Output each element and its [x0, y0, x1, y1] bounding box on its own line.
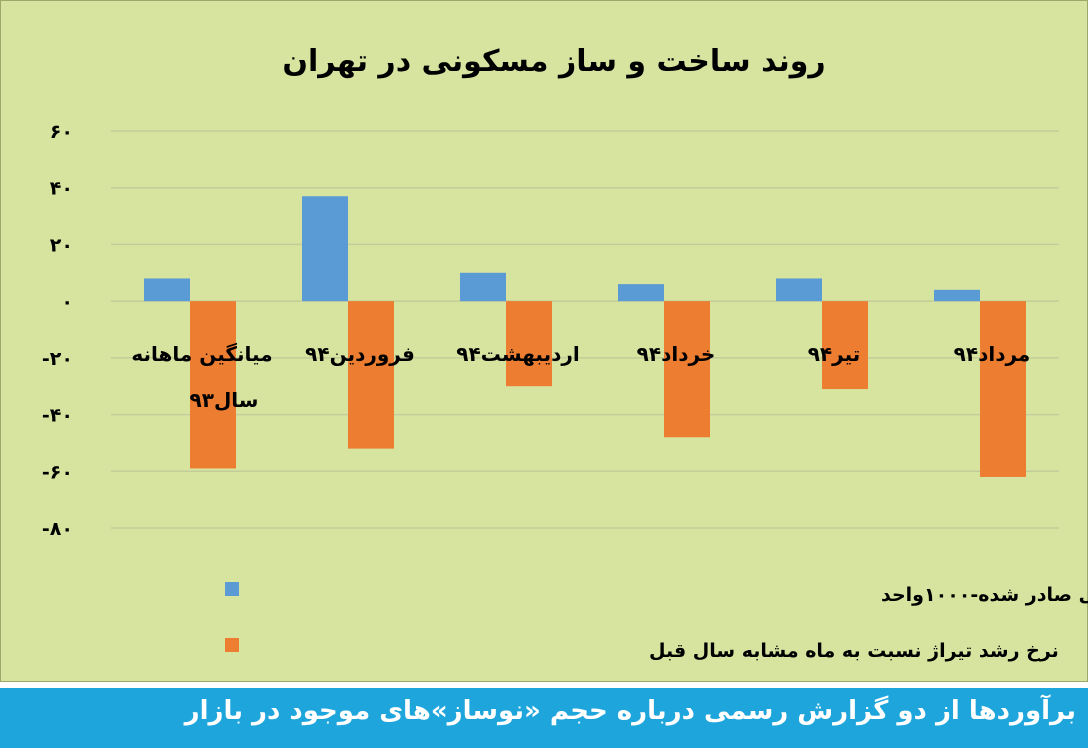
- y-tick-label: -۴۰: [42, 405, 73, 427]
- bar-growth-0: [190, 301, 236, 469]
- category-label: مرداد۹۴: [954, 342, 1031, 366]
- category-label: خرداد۹۴: [637, 342, 716, 366]
- y-tick-label: ۰: [61, 291, 73, 313]
- bar-chart: روند ساخت و ساز مسکونی در تهران ۶۰ ۴۰ ۲۰ ۰ -…: [42, 44, 1088, 662]
- bar-units-0: [144, 278, 190, 302]
- caption-banner: برآوردها از دو گزارش رسمی درباره حجم «نو…: [0, 688, 1088, 748]
- y-tick-label: ۴۰: [50, 178, 73, 200]
- bar-growth-3: [664, 301, 710, 438]
- bar-units-3: [618, 284, 664, 302]
- bar-units-2: [460, 272, 506, 302]
- separator: [0, 682, 1088, 688]
- y-tick-label: -۲۰: [42, 348, 73, 370]
- chart-title: روند ساخت و ساز مسکونی در تهران: [282, 44, 825, 79]
- legend-label-units: تعداد واحدمسکونی در پروانه های ساختمانی …: [881, 584, 1088, 606]
- caption-text: برآوردها از دو گزارش رسمی درباره حجم «نو…: [184, 696, 1076, 726]
- y-tick-label: -۸۰: [42, 518, 73, 540]
- bar-growth-5: [980, 301, 1026, 477]
- category-label: میانگین ماهانه: [131, 342, 272, 366]
- y-tick-label: ۲۰: [50, 234, 73, 256]
- legend-swatch-growth: [225, 638, 239, 652]
- category-label: سال۹۳: [190, 388, 259, 412]
- category-label: اردیبهشت۹۴: [456, 342, 579, 366]
- bar-units-4: [776, 278, 822, 302]
- grid-lines: [111, 130, 1059, 529]
- bar-growth-4: [822, 301, 868, 390]
- legend-label-growth: نرخ رشد تیراژ نسبت به ماه مشابه سال قبل: [649, 640, 1059, 662]
- bars: [144, 196, 1026, 477]
- category-labels: میانگین ماهانه سال۹۳ فروردین۹۴ اردیبهشت۹۴ خر…: [131, 342, 1030, 412]
- y-tick-label: ۶۰: [50, 121, 73, 143]
- legend-swatch-units: [225, 582, 239, 596]
- legend: تعداد واحدمسکونی در پروانه های ساختمانی …: [225, 582, 1088, 662]
- bar-growth-2: [506, 301, 552, 387]
- bar-growth-1: [348, 301, 394, 449]
- y-tick-label: -۶۰: [42, 461, 73, 483]
- chart-area: روند ساخت و ساز مسکونی در تهران ۶۰ ۴۰ ۲۰ ۰ -…: [0, 0, 1088, 682]
- bar-units-1: [302, 196, 348, 302]
- category-label: تیر۹۴: [808, 342, 861, 366]
- y-axis-ticks: ۶۰ ۴۰ ۲۰ ۰ -۲۰ -۴۰ -۶۰ -۸۰: [42, 121, 73, 540]
- bar-units-5: [934, 289, 980, 302]
- category-label: فروردین۹۴: [305, 342, 415, 366]
